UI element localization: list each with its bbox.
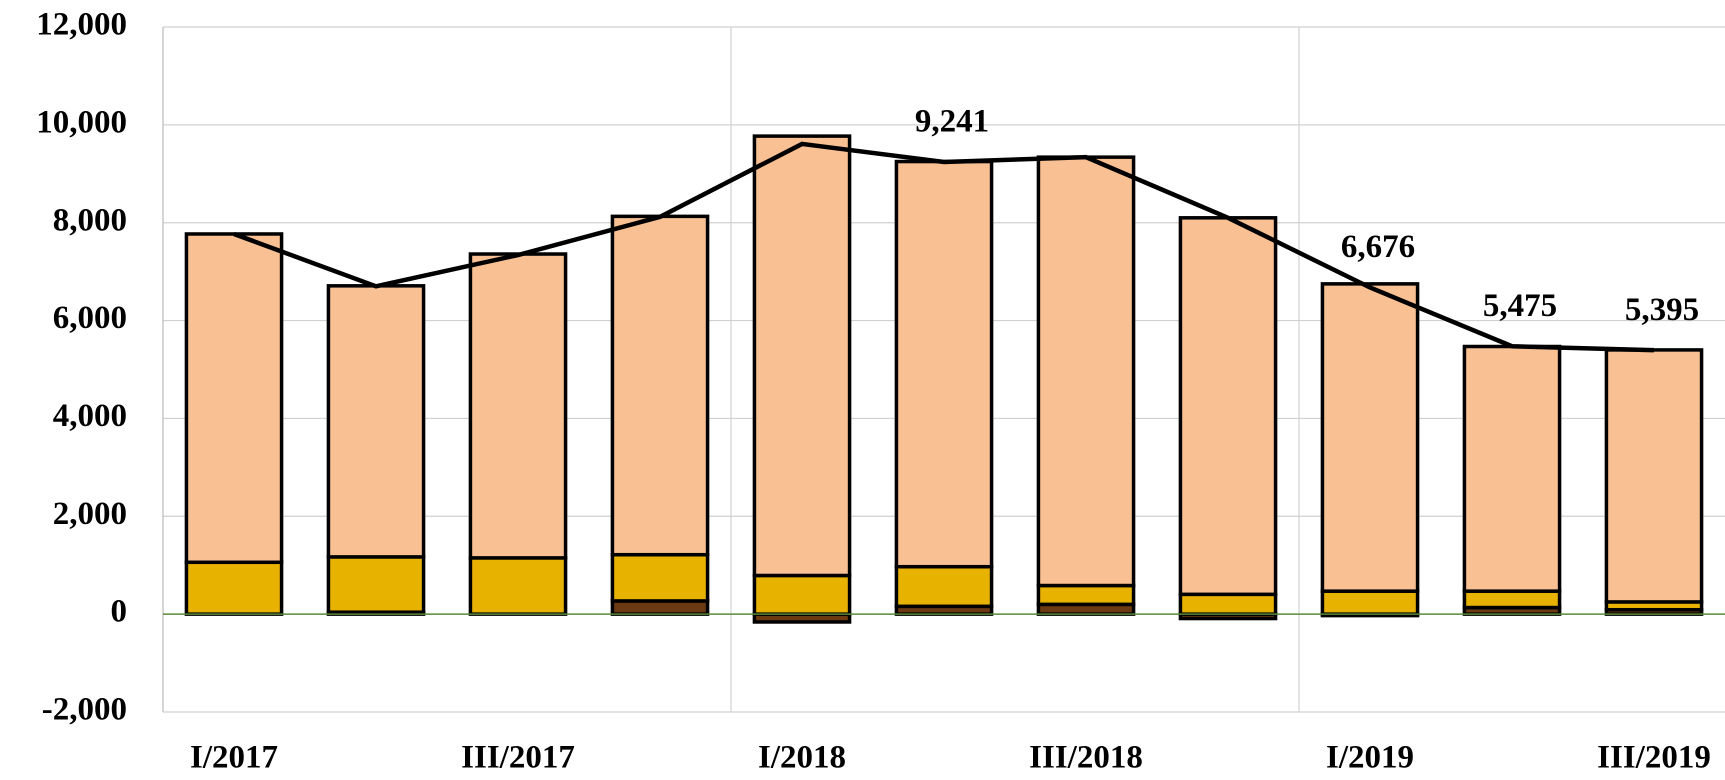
bar-segment bbox=[468, 252, 568, 560]
x-tick-label: I/2017 bbox=[190, 740, 278, 776]
bar-segment bbox=[1320, 589, 1420, 616]
bar-segment bbox=[1320, 282, 1420, 593]
bar-segment bbox=[610, 214, 710, 557]
total-line bbox=[233, 141, 1655, 353]
y-tick-label: 8,000 bbox=[53, 202, 127, 238]
x-tick-label: I/2018 bbox=[758, 740, 846, 776]
y-tick-label: 2,000 bbox=[53, 496, 127, 532]
bar-segment bbox=[1178, 216, 1278, 597]
x-tick-label: III/2019 bbox=[1597, 740, 1711, 776]
bar-segment bbox=[752, 134, 852, 578]
x-tick-label: I/2019 bbox=[1326, 740, 1414, 776]
bar-segment bbox=[1462, 589, 1562, 610]
x-tick-label: III/2018 bbox=[1029, 740, 1143, 776]
x-tick-label: III/2017 bbox=[461, 740, 575, 776]
y-tick-label: 6,000 bbox=[53, 300, 127, 336]
bar-segment bbox=[1036, 155, 1136, 588]
bar-segment bbox=[1462, 344, 1562, 593]
bar-segment bbox=[610, 552, 710, 603]
bar-segment bbox=[184, 232, 284, 565]
bar-segment bbox=[752, 573, 852, 616]
bar-segment bbox=[1604, 348, 1704, 604]
bar-segment bbox=[184, 560, 284, 616]
y-tick-label: 10,000 bbox=[36, 104, 127, 140]
bar-segment bbox=[326, 284, 426, 559]
bar-segment bbox=[610, 599, 710, 616]
bar-segment bbox=[894, 159, 994, 569]
y-tick-label: 4,000 bbox=[53, 398, 127, 434]
bar-segment bbox=[326, 555, 426, 614]
bar-segment bbox=[894, 564, 994, 609]
y-tick-label: 0 bbox=[111, 594, 128, 630]
y-tick-label: 12,000 bbox=[36, 7, 127, 43]
data-label: 5,395 bbox=[1625, 292, 1699, 328]
bar-segment bbox=[468, 556, 568, 616]
bar-segment bbox=[1178, 592, 1278, 616]
data-label: 6,676 bbox=[1341, 229, 1415, 265]
data-label: 5,475 bbox=[1483, 288, 1557, 324]
y-tick-label: -2,000 bbox=[42, 692, 127, 728]
bar-segment bbox=[1036, 583, 1136, 607]
data-label: 9,241 bbox=[915, 104, 989, 140]
